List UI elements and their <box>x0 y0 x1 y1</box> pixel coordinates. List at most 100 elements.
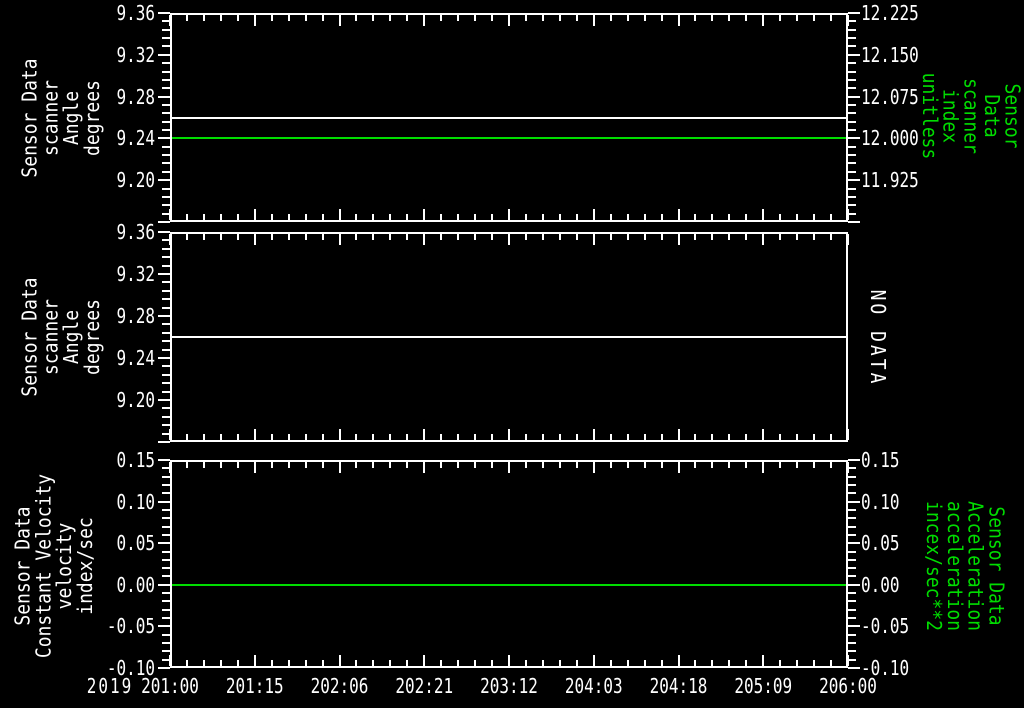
y-tick-mark <box>158 500 170 503</box>
x-tick-mark <box>592 429 595 440</box>
y-tick-mark <box>162 508 170 511</box>
y-tick-mark <box>162 567 170 570</box>
x-tick-mark <box>677 429 680 440</box>
x-tick-mark <box>355 15 358 21</box>
x-tick-mark <box>762 429 765 440</box>
x-tick-mark <box>830 234 833 240</box>
x-tick-mark <box>796 15 799 21</box>
x-tick-mark <box>558 234 561 240</box>
x-tick-mark <box>558 214 561 220</box>
x-tick-mark <box>779 234 782 240</box>
x-tick-mark <box>779 660 782 666</box>
x-tick-mark <box>169 429 171 440</box>
x-tick-mark <box>711 15 714 21</box>
x-tick-mark <box>270 234 273 240</box>
y-tick-mark <box>162 373 170 376</box>
x-tick-mark <box>219 214 222 220</box>
x-tick-mark <box>558 660 561 666</box>
x-tick-mark <box>592 234 595 245</box>
y-tick-mark <box>158 12 170 14</box>
panel1-left-axis-title: Sensor Data scanner Angle degrees <box>18 58 105 178</box>
x-tick-mark <box>779 15 782 21</box>
x-tick-mark <box>660 434 663 440</box>
y-tick-mark <box>158 95 170 98</box>
x-tick-mark <box>524 660 527 666</box>
y-tick-mark <box>162 550 170 553</box>
x-tick-mark <box>406 234 409 240</box>
x-tick-mark <box>694 462 697 468</box>
x-tick-mark <box>253 234 256 245</box>
y-tick-mark <box>848 53 860 56</box>
x-tick-mark <box>338 429 341 440</box>
x-tick-mark <box>847 429 849 440</box>
y-tick-mark <box>848 195 856 198</box>
y-tick-mark <box>158 137 170 140</box>
y-tick-label-left: 0.15 <box>116 448 155 472</box>
y-tick-mark <box>162 600 170 603</box>
x-tick-mark <box>270 214 273 220</box>
x-tick-mark <box>762 655 765 666</box>
x-tick-mark <box>423 209 426 220</box>
x-tick-mark <box>491 234 494 240</box>
data-line <box>172 116 846 119</box>
x-tick-mark <box>457 214 460 220</box>
x-tick-mark <box>287 462 290 468</box>
x-tick-mark <box>643 15 646 21</box>
x-tick-mark <box>558 462 561 468</box>
y-tick-mark <box>158 667 170 669</box>
x-tick-mark <box>728 434 731 440</box>
y-tick-mark <box>158 459 170 461</box>
x-tick-mark <box>524 434 527 440</box>
x-tick-mark <box>524 15 527 21</box>
y-tick-mark <box>848 459 860 461</box>
x-tick-mark <box>372 15 375 21</box>
x-tick-mark <box>830 660 833 666</box>
x-tick-label: 202:21 <box>395 674 454 698</box>
x-tick-mark <box>169 209 171 220</box>
x-tick-mark <box>406 434 409 440</box>
x-tick-mark <box>185 214 188 220</box>
y-tick-mark <box>848 475 856 478</box>
x-tick-mark <box>321 15 324 21</box>
x-tick-mark <box>592 15 595 26</box>
y-tick-mark <box>162 617 170 620</box>
y-tick-mark <box>162 323 170 326</box>
x-tick-mark <box>762 209 765 220</box>
x-tick-mark <box>694 234 697 240</box>
x-tick-mark <box>202 214 205 220</box>
x-tick-mark <box>338 209 341 220</box>
x-tick-mark <box>372 234 375 240</box>
y-tick-mark <box>162 87 170 90</box>
y-tick-mark <box>848 558 856 561</box>
x-tick-mark <box>491 434 494 440</box>
y-tick-mark <box>162 112 170 115</box>
y-tick-mark <box>162 650 170 653</box>
x-tick-mark <box>423 655 426 666</box>
x-tick-mark <box>474 660 477 666</box>
x-tick-mark <box>660 660 663 666</box>
x-tick-mark <box>711 462 714 468</box>
x-tick-mark <box>236 15 239 21</box>
x-tick-mark <box>626 234 629 240</box>
y-tick-mark <box>848 500 860 503</box>
x-tick-mark <box>253 429 256 440</box>
y-tick-mark <box>162 247 170 250</box>
x-tick-mark <box>372 434 375 440</box>
panel2-no-data-label: NO DATA <box>865 289 890 387</box>
x-tick-mark <box>694 434 697 440</box>
x-tick-mark <box>406 15 409 21</box>
y-tick-mark <box>162 575 170 578</box>
y-tick-label-left: 0.10 <box>116 489 155 514</box>
x-tick-mark <box>389 462 392 468</box>
y-tick-mark <box>162 170 170 173</box>
y-tick-label-right: -0.05 <box>861 614 910 639</box>
x-tick-mark <box>406 214 409 220</box>
y-tick-mark <box>158 625 170 628</box>
x-tick-mark <box>541 462 544 468</box>
x-tick-mark <box>321 462 324 468</box>
y-tick-mark <box>848 20 856 23</box>
y-tick-mark <box>162 415 170 418</box>
x-tick-mark <box>474 462 477 468</box>
y-tick-mark <box>848 95 860 98</box>
x-tick-mark <box>677 15 680 26</box>
